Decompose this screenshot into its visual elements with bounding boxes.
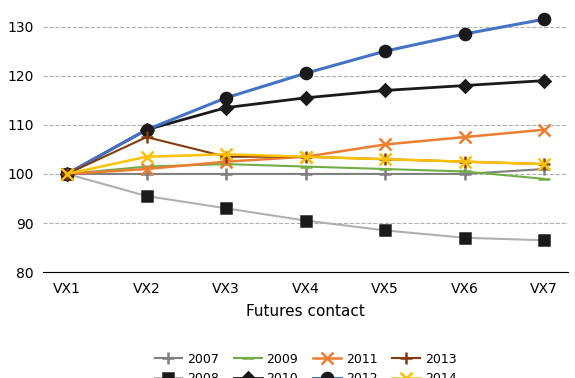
Legend: 2007, 2008, 2009, 2010, 2011, 2012, 2013, 2014: 2007, 2008, 2009, 2010, 2011, 2012, 2013… <box>155 353 457 378</box>
X-axis label: Futures contact: Futures contact <box>246 304 365 319</box>
